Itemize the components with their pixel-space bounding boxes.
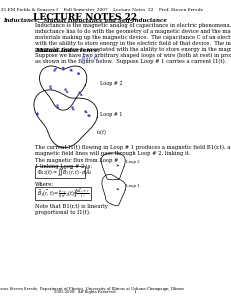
Text: LECTURE NOTES 22: LECTURE NOTES 22 — [33, 13, 137, 22]
Text: The magnetic flux from Loop #
1 linking Loop # 2 is:: The magnetic flux from Loop # 1 linking … — [35, 158, 118, 169]
Text: Loop # 2: Loop # 2 — [100, 81, 123, 85]
FancyBboxPatch shape — [34, 187, 91, 200]
Text: $\vec{B}_1(\vec{r},t)$: $\vec{B}_1(\vec{r},t)$ — [81, 53, 98, 64]
Text: © Professor Steven Errede, Department of Physics, University of Illinois at Urba: © Professor Steven Errede, Department of… — [0, 287, 185, 292]
FancyBboxPatch shape — [34, 166, 85, 178]
Text: UIUC Physics 435 EM Fields & Sources I    Fall Semester, 2007    Lecture Notes  : UIUC Physics 435 EM Fields & Sources I F… — [0, 8, 204, 12]
Text: Where:: Where: — [35, 182, 54, 187]
Text: Inductance:  Mutual Inductance and Self-Inductance: Inductance: Mutual Inductance and Self-I… — [3, 18, 167, 23]
Text: Loop 1: Loop 1 — [126, 184, 140, 188]
Text: Suppose we have two arbitrary shaped loops of wire (both at rest) in proximity t: Suppose we have two arbitrary shaped loo… — [35, 52, 231, 64]
Text: Mutual Inductance:: Mutual Inductance: — [35, 48, 100, 53]
Text: The current I1(t) flowing in Loop # 1 produces a magnetic field B1(r,t), and som: The current I1(t) flowing in Loop # 1 pr… — [35, 145, 231, 156]
Text: $\vec{B}_1(\vec{r},t) = \frac{\mu_0}{4\pi} I_1(t) \oint \frac{d\vec{\ell}_1 \tim: $\vec{B}_1(\vec{r},t) = \frac{\mu_0}{4\p… — [37, 187, 90, 200]
Text: Note that B1(r,t) is linearly
proportional to I1(t).: Note that B1(r,t) is linearly proportion… — [35, 204, 108, 215]
Text: Inductance is the magnetic analog of capacitance in electric phenomena. Like cap: Inductance is the magnetic analog of cap… — [35, 23, 231, 52]
Text: $\Phi_{12}(t) = \iint \vec{B}_1(\vec{r},t)\cdot d\vec{A}_2$: $\Phi_{12}(t) = \iint \vec{B}_1(\vec{r},… — [37, 166, 92, 178]
Text: 2005-2008.  All Rights Reserved.: 2005-2008. All Rights Reserved. — [54, 290, 116, 294]
Text: Loop 2: Loop 2 — [126, 160, 140, 164]
Text: $I_1(t)$: $I_1(t)$ — [96, 128, 107, 137]
Text: 1: 1 — [134, 290, 136, 294]
Text: Loop # 1: Loop # 1 — [100, 112, 123, 117]
